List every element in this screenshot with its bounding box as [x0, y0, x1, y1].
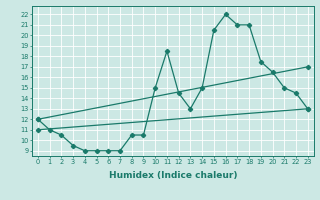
X-axis label: Humidex (Indice chaleur): Humidex (Indice chaleur) — [108, 171, 237, 180]
